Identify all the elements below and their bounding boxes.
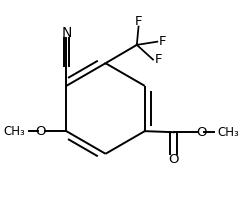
Text: O: O [168,153,179,166]
Text: O: O [36,125,46,138]
Text: CH₃: CH₃ [218,126,240,139]
Text: F: F [159,35,166,48]
Text: F: F [135,15,142,28]
Text: N: N [61,26,72,40]
Text: CH₃: CH₃ [3,125,25,138]
Text: F: F [154,53,162,66]
Text: O: O [196,126,207,139]
